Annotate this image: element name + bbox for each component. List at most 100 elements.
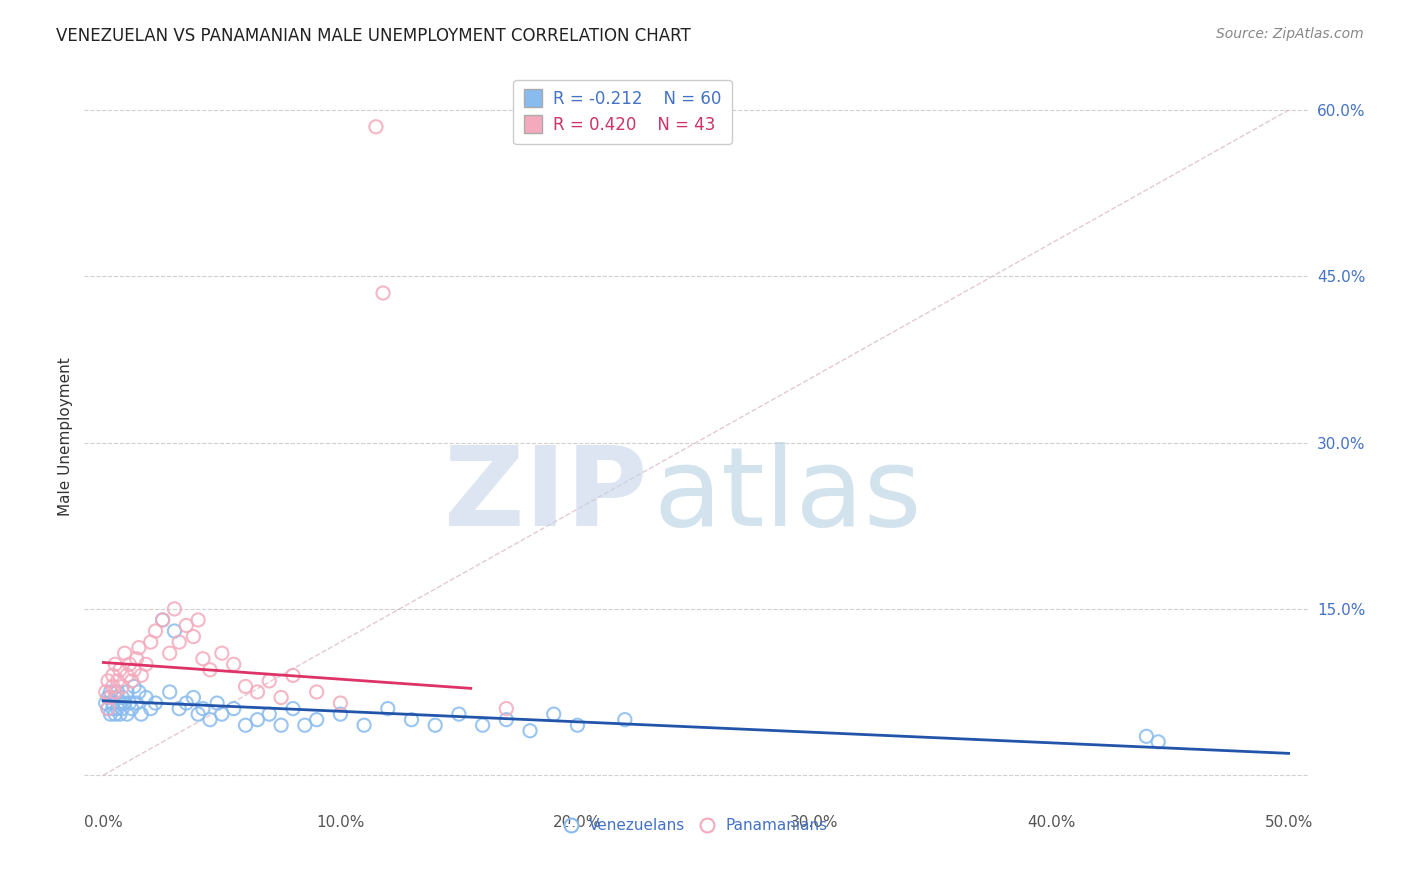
Point <box>100 685 122 699</box>
Point <box>222 701 245 715</box>
Point <box>163 602 186 616</box>
Point <box>114 696 136 710</box>
Point <box>235 680 257 694</box>
Point <box>139 701 162 715</box>
Point <box>270 690 292 705</box>
Point <box>100 707 122 722</box>
Point <box>100 690 122 705</box>
Point <box>270 718 292 732</box>
Point <box>129 707 152 722</box>
Point <box>567 718 589 732</box>
Point <box>129 668 152 682</box>
Point <box>211 646 233 660</box>
Point <box>101 680 124 694</box>
Point <box>118 657 141 672</box>
Point <box>115 685 138 699</box>
Point <box>167 635 190 649</box>
Point <box>167 701 190 715</box>
Point <box>159 646 181 660</box>
Point <box>235 718 257 732</box>
Point <box>152 613 174 627</box>
Point <box>115 668 138 682</box>
Point <box>115 707 138 722</box>
Point <box>145 624 167 638</box>
Point <box>174 696 197 710</box>
Point <box>519 723 541 738</box>
Point <box>111 690 134 705</box>
Point <box>111 701 134 715</box>
Point <box>152 613 174 627</box>
Point <box>495 713 517 727</box>
Point <box>198 663 221 677</box>
Point <box>471 718 494 732</box>
Point <box>305 685 328 699</box>
Point <box>401 713 423 727</box>
Point <box>222 657 245 672</box>
Point <box>364 120 387 134</box>
Point <box>294 718 316 732</box>
Point <box>121 701 143 715</box>
Point <box>107 685 129 699</box>
Point <box>97 690 120 705</box>
Point <box>111 680 134 694</box>
Point <box>183 630 205 644</box>
Point <box>125 651 148 665</box>
Text: Source: ZipAtlas.com: Source: ZipAtlas.com <box>1216 27 1364 41</box>
Legend: Venezuelans, Panamanians: Venezuelans, Panamanians <box>558 812 834 839</box>
Point <box>94 696 117 710</box>
Point <box>259 673 281 688</box>
Point <box>281 701 304 715</box>
Point <box>101 696 124 710</box>
Point <box>174 618 197 632</box>
Point <box>122 680 145 694</box>
Text: atlas: atlas <box>654 442 922 549</box>
Point <box>371 285 394 300</box>
Point <box>125 696 148 710</box>
Point <box>163 624 186 638</box>
Point <box>94 685 117 699</box>
Point <box>425 718 447 732</box>
Point <box>128 640 150 655</box>
Point <box>135 690 157 705</box>
Point <box>121 673 143 688</box>
Point <box>107 701 129 715</box>
Point <box>97 701 120 715</box>
Point <box>353 718 375 732</box>
Point <box>191 651 214 665</box>
Point <box>159 685 181 699</box>
Point <box>101 701 124 715</box>
Point <box>377 701 399 715</box>
Point <box>329 696 352 710</box>
Point <box>211 707 233 722</box>
Point <box>246 685 269 699</box>
Point <box>108 696 131 710</box>
Point <box>107 673 129 688</box>
Point <box>259 707 281 722</box>
Point <box>97 673 120 688</box>
Point <box>122 663 145 677</box>
Point <box>118 696 141 710</box>
Point <box>613 713 636 727</box>
Point <box>246 713 269 727</box>
Point <box>108 707 131 722</box>
Point <box>187 613 209 627</box>
Point <box>281 668 304 682</box>
Point <box>205 696 228 710</box>
Point <box>97 701 120 715</box>
Point <box>329 707 352 722</box>
Point <box>198 713 221 727</box>
Point <box>187 707 209 722</box>
Point <box>495 701 517 715</box>
Point <box>108 663 131 677</box>
Point <box>135 657 157 672</box>
Text: VENEZUELAN VS PANAMANIAN MALE UNEMPLOYMENT CORRELATION CHART: VENEZUELAN VS PANAMANIAN MALE UNEMPLOYME… <box>56 27 690 45</box>
Point <box>139 635 162 649</box>
Point <box>183 690 205 705</box>
Point <box>104 685 127 699</box>
Point <box>114 646 136 660</box>
Point <box>1135 729 1157 743</box>
Point <box>104 657 127 672</box>
Point <box>543 707 565 722</box>
Point <box>104 707 127 722</box>
Point <box>128 685 150 699</box>
